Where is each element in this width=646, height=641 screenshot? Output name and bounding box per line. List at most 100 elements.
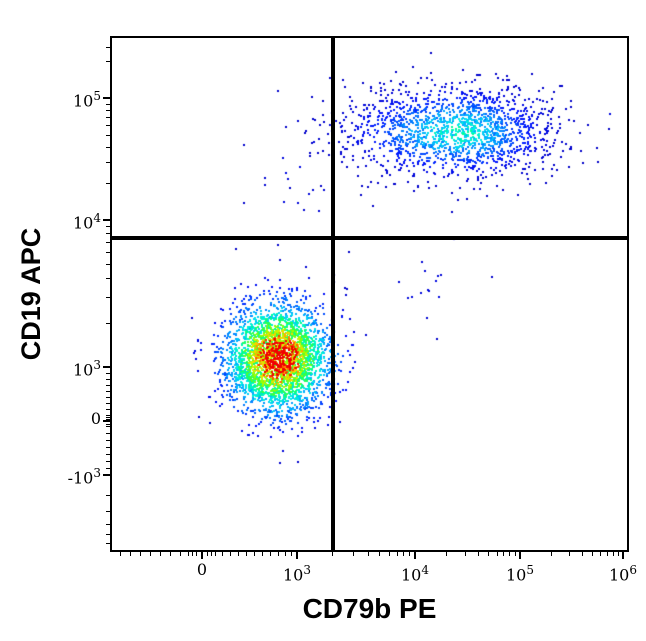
y-tick-label: 103	[73, 358, 101, 380]
y-minor-tick	[106, 385, 110, 386]
y-major-tick	[103, 97, 110, 99]
x-minor-tick	[211, 552, 212, 556]
x-minor-tick	[170, 552, 171, 556]
y-minor-tick	[106, 415, 110, 416]
y-minor-tick	[106, 162, 110, 163]
y-tick-label: -103	[67, 466, 101, 488]
x-major-tick	[622, 552, 624, 559]
x-minor-tick	[196, 552, 197, 556]
y-minor-tick	[106, 183, 110, 184]
x-minor-tick	[270, 552, 271, 556]
x-tick-label: 103	[283, 563, 311, 585]
y-minor-tick	[106, 373, 110, 374]
x-tick-label: 106	[609, 563, 637, 585]
x-minor-tick	[515, 552, 516, 556]
x-major-tick	[201, 552, 203, 559]
x-minor-tick	[222, 552, 223, 556]
y-minor-tick	[106, 419, 110, 420]
y-major-tick	[103, 366, 110, 368]
x-minor-tick	[160, 552, 161, 556]
y-tick-label: 0	[90, 409, 101, 428]
x-minor-tick	[478, 552, 479, 556]
x-minor-tick	[368, 552, 369, 556]
x-minor-tick	[353, 552, 354, 556]
x-major-tick	[519, 552, 521, 559]
x-minor-tick	[488, 552, 489, 556]
x-minor-tick	[332, 552, 333, 556]
y-minor-tick	[106, 454, 110, 455]
y-minor-tick	[106, 433, 110, 434]
y-minor-tick	[106, 511, 110, 512]
x-minor-tick	[551, 552, 552, 556]
y-minor-tick	[106, 543, 110, 544]
y-minor-tick	[106, 147, 110, 148]
x-minor-tick	[254, 552, 255, 556]
y-minor-tick	[106, 447, 110, 448]
x-minor-tick	[389, 552, 390, 556]
y-major-tick	[103, 420, 110, 422]
y-minor-tick	[106, 397, 110, 398]
x-minor-tick	[403, 552, 404, 556]
y-minor-tick	[106, 252, 110, 253]
y-minor-tick	[106, 117, 110, 118]
y-minor-tick	[106, 242, 110, 243]
y-minor-tick	[106, 379, 110, 380]
y-tick-label: 104	[73, 211, 101, 233]
y-minor-tick	[106, 104, 110, 105]
y-minor-tick	[106, 495, 110, 496]
y-minor-tick	[106, 534, 110, 535]
density-dot-canvas	[112, 38, 627, 550]
y-minor-tick	[106, 524, 110, 525]
x-minor-tick	[607, 552, 608, 556]
x-minor-tick	[230, 552, 231, 556]
x-minor-tick	[409, 552, 410, 556]
y-minor-tick	[106, 61, 110, 62]
x-minor-tick	[497, 552, 498, 556]
x-tick-label: 105	[506, 563, 534, 585]
x-minor-tick	[262, 552, 263, 556]
x-minor-tick	[291, 552, 292, 556]
x-minor-tick	[397, 552, 398, 556]
y-minor-tick	[106, 440, 110, 441]
y-minor-tick	[106, 417, 110, 418]
x-minor-tick	[569, 552, 570, 556]
x-minor-tick	[509, 552, 510, 556]
y-minor-tick	[106, 461, 110, 462]
y-major-tick	[103, 219, 110, 221]
x-minor-tick	[130, 552, 131, 556]
x-minor-tick	[465, 552, 466, 556]
x-minor-tick	[592, 552, 593, 556]
x-minor-tick	[246, 552, 247, 556]
y-minor-tick	[106, 426, 110, 427]
y-minor-tick	[106, 468, 110, 469]
y-minor-tick	[106, 409, 110, 410]
y-minor-tick	[106, 264, 110, 265]
y-minor-tick	[106, 403, 110, 404]
x-tick-label: 0	[196, 560, 208, 579]
y-tick-label: 105	[73, 89, 101, 111]
y-minor-tick	[106, 424, 110, 425]
x-minor-tick	[618, 552, 619, 556]
y-minor-tick	[106, 135, 110, 136]
y-major-tick	[103, 474, 110, 476]
quadrant-gate-vertical-line	[331, 38, 335, 550]
y-axis-title: CD19 APC	[16, 227, 46, 361]
x-minor-tick	[503, 552, 504, 556]
x-major-tick	[414, 552, 416, 559]
quadrant-gate-horizontal-line	[112, 236, 627, 240]
y-minor-tick	[106, 323, 110, 324]
y-minor-tick	[106, 47, 110, 48]
x-major-tick	[296, 552, 298, 559]
x-minor-tick	[582, 552, 583, 556]
y-minor-tick	[106, 391, 110, 392]
x-minor-tick	[140, 552, 141, 556]
x-minor-tick	[120, 552, 121, 556]
x-minor-tick	[613, 552, 614, 556]
x-minor-tick	[207, 552, 208, 556]
y-minor-tick	[106, 226, 110, 227]
y-minor-tick	[106, 233, 110, 234]
x-minor-tick	[215, 552, 216, 556]
x-minor-tick	[238, 552, 239, 556]
x-minor-tick	[192, 552, 193, 556]
